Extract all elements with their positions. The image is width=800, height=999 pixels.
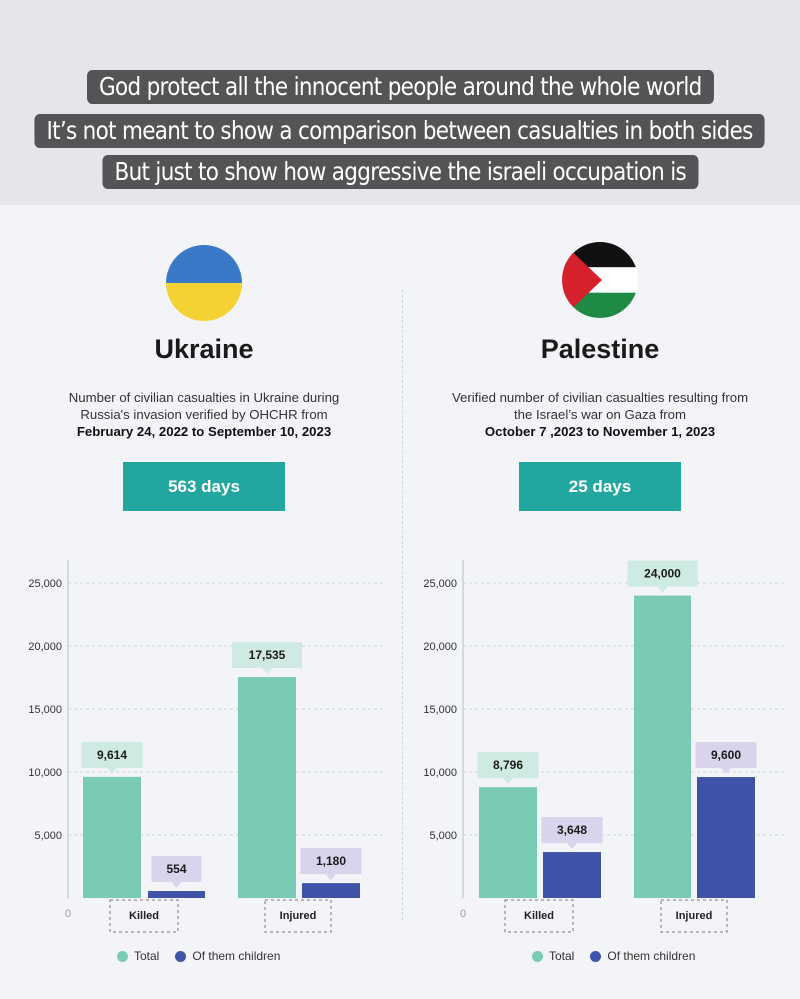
value-label-box [151, 856, 202, 883]
legend-total-label: Total [549, 949, 575, 963]
legend-total-label: Total [134, 949, 160, 963]
value-label-box [232, 642, 302, 669]
value-label-box [541, 817, 603, 844]
value-label: 9,614 [97, 748, 127, 762]
legend-children-swatch [175, 950, 187, 962]
legend-children-label: Of them children [607, 949, 696, 963]
y-tick-label: 25,000 [423, 578, 457, 590]
value-label-box [695, 742, 757, 769]
y-tick-label: 25,000 [28, 578, 62, 590]
x-category-label: Injured [676, 910, 713, 922]
bar-children-injured [302, 883, 360, 898]
ukraine-legend: Total Of them children [117, 949, 280, 963]
value-label-pointer [503, 778, 513, 785]
y-tick-label: 15,000 [423, 704, 457, 716]
palestine-days-badge: 25 days [519, 462, 681, 511]
bar-children-killed [543, 852, 601, 898]
value-label-pointer [657, 586, 668, 593]
y-tick-label: 0 [460, 908, 466, 920]
y-tick-label: 0 [65, 908, 71, 920]
value-label-pointer [326, 874, 336, 881]
value-label-pointer [262, 668, 272, 675]
legend-children-label: Of them children [192, 949, 281, 963]
category-box [504, 899, 574, 933]
y-tick-label: 20,000 [423, 641, 457, 653]
palestine-flag-icon [562, 242, 638, 318]
caption-line-3: But just to show how aggressive the isra… [0, 155, 800, 189]
legend-children-swatch [590, 950, 602, 962]
value-label: 3,648 [557, 823, 587, 837]
palestine-description: Verified number of civilian casualties r… [451, 390, 749, 439]
caption-line-2: It’s not meant to show a comparison betw… [0, 114, 800, 148]
y-tick-label: 5,000 [34, 830, 62, 842]
bar-total-killed [479, 787, 537, 898]
bar-children-killed [148, 891, 205, 898]
y-tick-label: 10,000 [28, 767, 62, 779]
value-label-pointer [107, 767, 117, 774]
bar-total-injured [238, 677, 296, 898]
value-label: 17,535 [249, 648, 286, 662]
value-label-box [81, 741, 143, 768]
y-tick-label: 20,000 [28, 641, 62, 653]
value-label: 554 [166, 862, 186, 876]
ukraine-description: Number of civilian casualties in Ukraine… [68, 390, 340, 439]
casualties-charts: 0 5,000 10,000 15,000 20,000 25,000 9,614 554 Ki… [28, 560, 785, 933]
value-label-pointer [721, 768, 731, 775]
category-box [264, 899, 332, 933]
value-label: 1,180 [316, 854, 346, 868]
value-label-pointer [567, 843, 577, 850]
x-category-label: Killed [129, 910, 159, 922]
value-label-pointer [171, 882, 182, 889]
y-tick-label: 10,000 [423, 767, 457, 779]
category-box [109, 899, 179, 933]
legend-total-swatch [532, 950, 543, 962]
ukraine-days-badge: 563 days [123, 462, 285, 511]
category-box [660, 899, 728, 933]
y-tick-label: 15,000 [28, 704, 62, 716]
value-label: 9,600 [711, 748, 741, 762]
value-label-box [627, 560, 698, 587]
ukraine-title: Ukraine [154, 334, 254, 364]
x-category-label: Injured [280, 910, 317, 922]
y-tick-label: 5,000 [429, 830, 457, 842]
x-category-label: Killed [524, 910, 554, 922]
bar-children-injured [697, 777, 755, 898]
value-label: 24,000 [644, 567, 681, 581]
value-label-box [477, 752, 539, 779]
ukraine-flag-icon [166, 245, 242, 321]
palestine-legend: Total Of them children [532, 949, 695, 963]
bar-total-injured [634, 595, 691, 898]
panel-divider [402, 290, 403, 920]
legend-total-swatch [117, 950, 128, 962]
bar-total-killed [83, 776, 141, 898]
caption-line-1: God protect all the innocent people arou… [0, 70, 800, 104]
value-label: 8,796 [493, 758, 523, 772]
value-label-box [300, 848, 362, 875]
palestine-title: Palestine [540, 334, 660, 364]
